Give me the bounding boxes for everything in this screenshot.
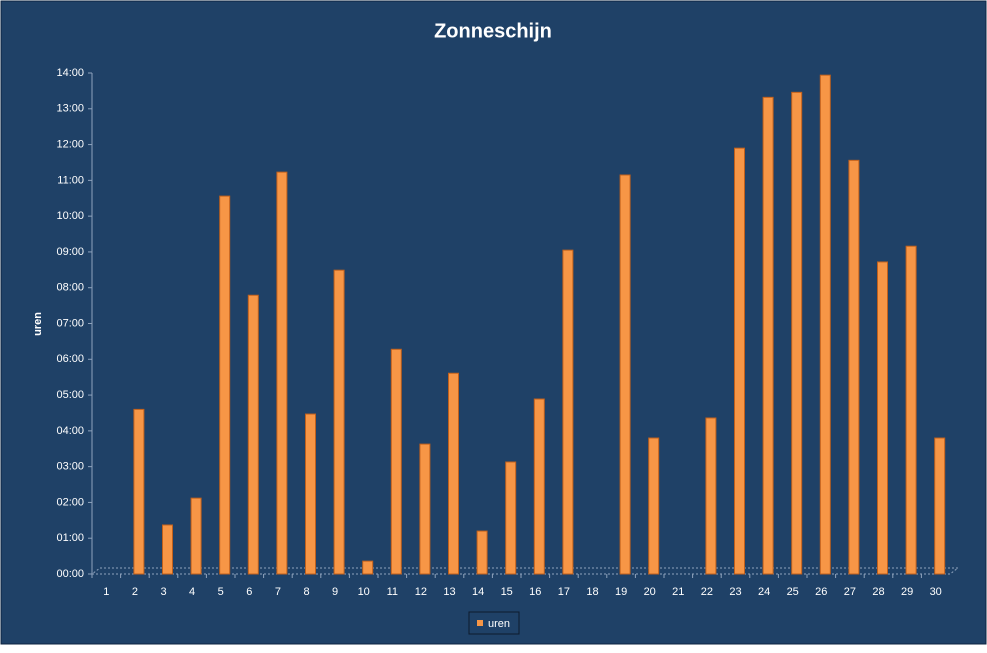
x-tick-label: 4: [189, 586, 195, 598]
bar: [562, 249, 574, 575]
y-tick-label: 10:00: [56, 210, 84, 222]
y-tick-label: 08:00: [56, 282, 84, 294]
bar: [505, 461, 517, 575]
bar: [476, 530, 488, 575]
x-tick-label: 14: [472, 586, 484, 598]
x-tick-label: 30: [930, 586, 942, 598]
x-tick-label: 11: [387, 586, 398, 598]
legend-box: [468, 611, 520, 635]
y-axis-title: uren: [32, 312, 44, 336]
bar: [848, 159, 860, 575]
x-tick-label: 22: [701, 586, 713, 598]
bar: [734, 147, 745, 575]
bar: [705, 417, 717, 575]
x-tick-label: 1: [103, 586, 109, 598]
y-tick-label: 02:00: [56, 496, 84, 508]
y-tick-label: 04:00: [56, 425, 84, 437]
x-tick-label: 28: [872, 586, 884, 598]
bar: [533, 398, 545, 575]
bar: [448, 372, 459, 575]
y-tick-label: 03:00: [56, 461, 84, 473]
bar: [190, 497, 202, 575]
legend-swatch: [477, 620, 483, 626]
x-tick-label: 18: [586, 586, 598, 598]
bar: [419, 443, 431, 575]
y-tick-label: 14:00: [56, 67, 84, 79]
bar: [390, 348, 402, 575]
chart-title: Zonneschijn: [434, 20, 552, 42]
bar: [819, 74, 831, 575]
x-tick-label: 3: [160, 586, 166, 598]
x-tick-label: 16: [529, 586, 541, 598]
bar: [162, 524, 173, 575]
bar: [276, 171, 288, 575]
bar: [362, 560, 374, 575]
y-tick-label: 07:00: [56, 317, 84, 329]
x-tick-label: 23: [729, 586, 741, 598]
bar: [247, 294, 259, 575]
bar: [305, 413, 316, 575]
x-tick-label: 27: [844, 586, 856, 598]
x-tick-label: 13: [443, 586, 455, 598]
y-tick-label: 12:00: [56, 138, 84, 150]
x-tick-label: 19: [615, 586, 627, 598]
bar: [133, 408, 145, 575]
bar: [877, 261, 888, 575]
x-tick-label: 29: [901, 586, 913, 598]
y-tick-label: 05:00: [56, 389, 84, 401]
x-tick-label: 21: [672, 586, 684, 598]
bar: [762, 96, 774, 575]
bar: [333, 269, 345, 575]
x-tick-label: 26: [815, 586, 827, 598]
y-tick-label: 00:00: [56, 568, 84, 580]
y-tick-label: 06:00: [56, 353, 84, 365]
y-tick-label: 09:00: [56, 246, 84, 258]
y-tick-label: 13:00: [56, 103, 84, 115]
x-tick-label: 20: [644, 586, 656, 598]
x-tick-label: 25: [787, 586, 799, 598]
bar: [219, 195, 231, 575]
bar: [648, 437, 660, 575]
x-tick-label: 6: [246, 586, 252, 598]
x-tick-label: 5: [218, 586, 224, 598]
x-tick-label: 17: [558, 586, 570, 598]
x-tick-label: 24: [758, 586, 770, 598]
bar: [934, 437, 946, 575]
x-tick-label: 8: [303, 586, 309, 598]
y-tick-label: 11:00: [57, 174, 84, 186]
x-tick-label: 10: [358, 586, 370, 598]
x-tick-label: 2: [132, 586, 138, 598]
x-tick-label: 15: [501, 586, 513, 598]
bar: [905, 245, 917, 575]
bar: [619, 174, 631, 575]
bar: [791, 91, 803, 575]
x-tick-label: 12: [415, 586, 427, 598]
x-tick-label: 7: [275, 586, 281, 598]
y-tick-label: 01:00: [56, 532, 84, 544]
x-tick-label: 9: [332, 586, 338, 598]
legend-label: uren: [488, 618, 510, 630]
